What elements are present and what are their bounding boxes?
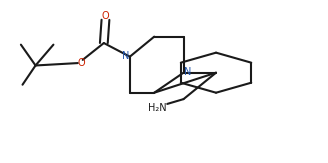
Text: O: O [102, 11, 109, 21]
Text: N: N [122, 51, 130, 61]
Text: O: O [77, 58, 85, 68]
Text: H₂N: H₂N [148, 103, 167, 113]
Text: N: N [184, 67, 191, 77]
